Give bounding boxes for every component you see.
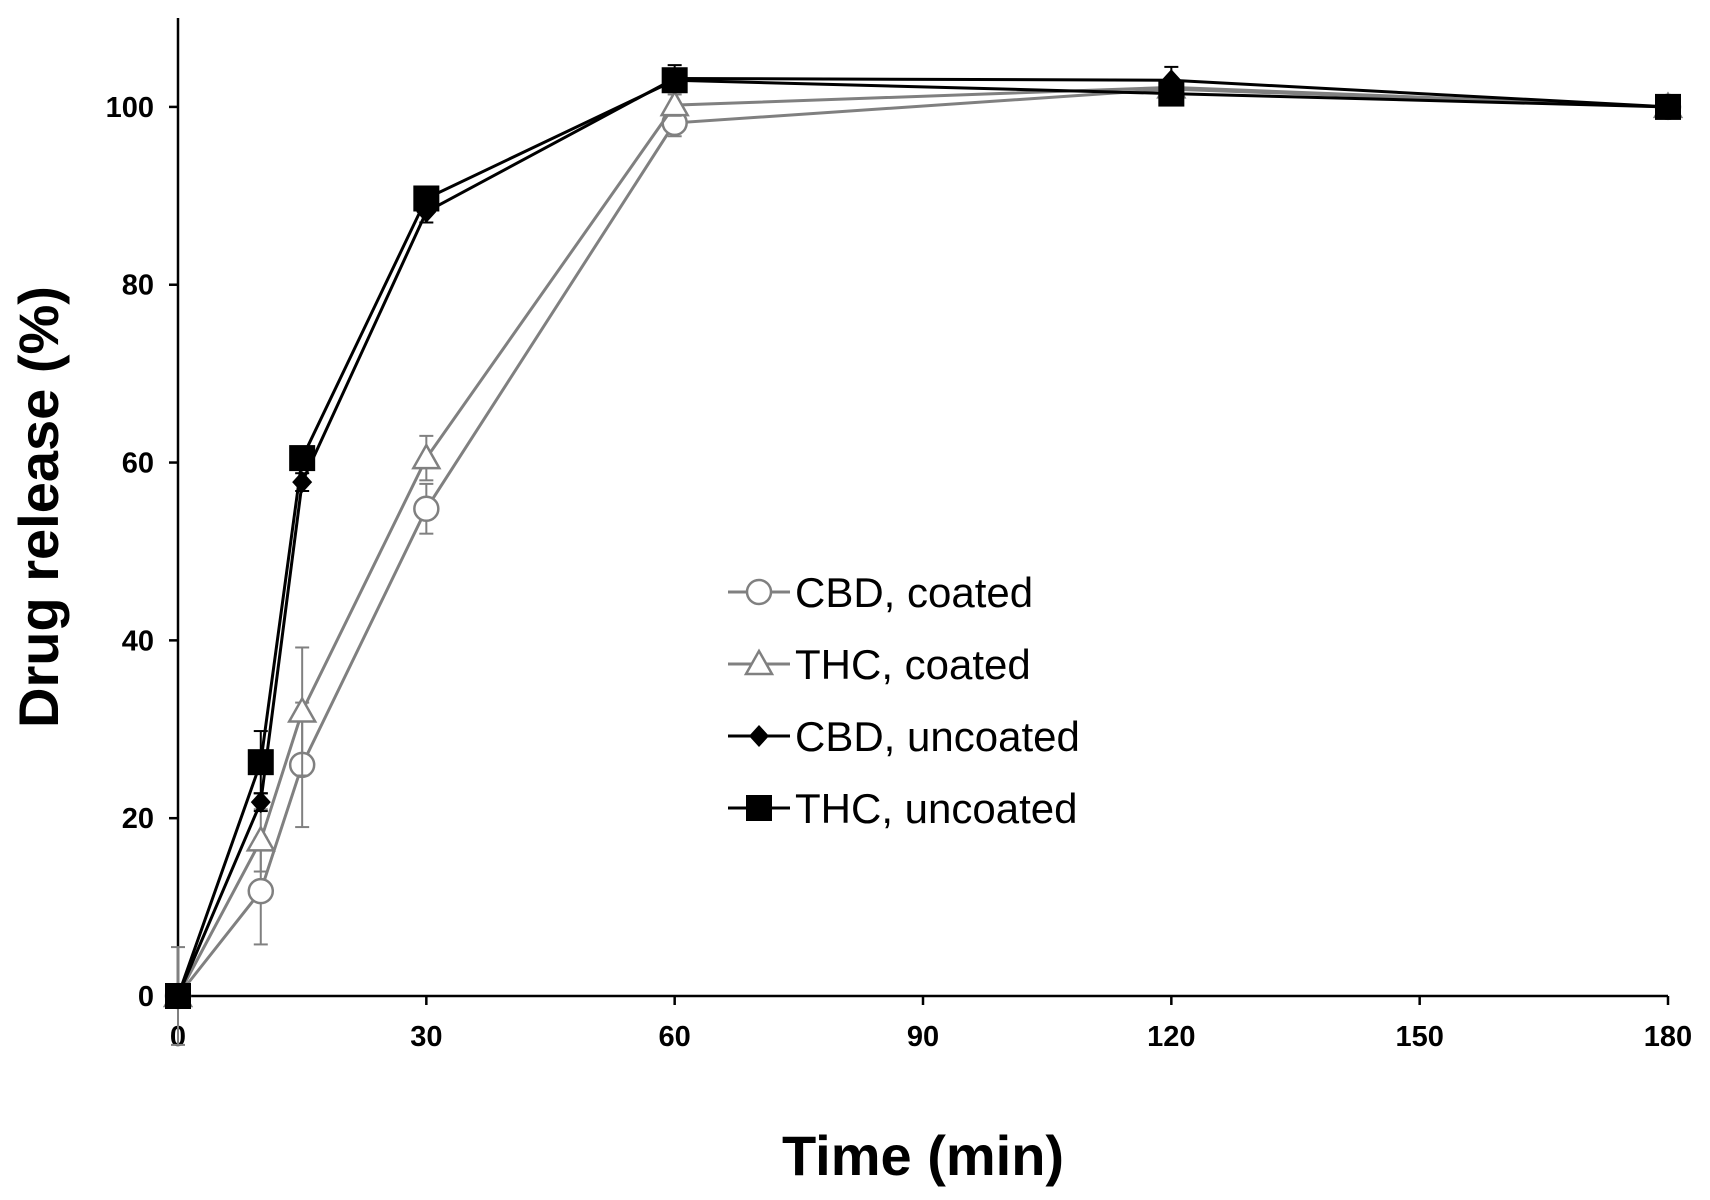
legend-item: THC, uncoated [728, 785, 1077, 832]
data-point [411, 442, 442, 470]
data-point [292, 471, 313, 494]
data-point [287, 695, 318, 723]
legend-label: CBD, uncoated [795, 713, 1080, 760]
x-tick-label: 60 [659, 1021, 691, 1053]
y-tick-label: 100 [106, 92, 154, 124]
series-1 [162, 71, 1684, 1008]
data-point [247, 749, 274, 776]
data-point [165, 983, 191, 1009]
legend-item: CBD, uncoated [728, 713, 1080, 760]
data-point [659, 89, 690, 117]
x-axis-title: Time (min) [782, 1124, 1064, 1187]
y-tick-label: 0 [138, 981, 154, 1013]
x-tick-label: 180 [1644, 1021, 1692, 1053]
data-point [245, 824, 276, 852]
legend: CBD, coated THC, coated CBD, uncoated THC, … [728, 569, 1080, 832]
data-point [413, 495, 440, 523]
x-tick-label: 120 [1147, 1021, 1195, 1053]
series-line [176, 85, 1669, 997]
data-point [413, 185, 440, 212]
series-line [176, 76, 1669, 997]
legend-marker [746, 795, 772, 821]
data-point [661, 67, 688, 94]
x-tick-label: 150 [1395, 1021, 1443, 1053]
y-tick-label: 40 [122, 625, 154, 657]
legend-marker [745, 578, 773, 606]
data-point [1655, 93, 1681, 120]
legend-item: THC, coated [728, 641, 1031, 688]
y-tick-label: 20 [122, 803, 154, 835]
y-axis-title: Drug release (%) [7, 286, 70, 728]
series-2 [168, 64, 1678, 1007]
series-layer [162, 64, 1684, 1046]
legend-label: THC, coated [795, 641, 1031, 688]
x-tick-label: 30 [410, 1021, 442, 1053]
legend-item: CBD, coated [728, 569, 1033, 616]
series-line [176, 78, 1669, 997]
y-tick-label: 60 [122, 448, 154, 480]
data-point [247, 877, 275, 905]
data-point [1158, 80, 1185, 107]
x-tick-label: 90 [907, 1021, 939, 1053]
data-point [289, 445, 316, 472]
legend-marker [743, 648, 775, 676]
legend-label: CBD, coated [795, 569, 1033, 616]
y-tick-label: 80 [122, 270, 154, 302]
series-line [176, 87, 1669, 997]
legend-label: THC, uncoated [795, 785, 1077, 832]
series-0 [164, 75, 1682, 1046]
legend-marker [749, 725, 769, 747]
data-point [250, 791, 271, 814]
series-3 [165, 67, 1681, 1009]
